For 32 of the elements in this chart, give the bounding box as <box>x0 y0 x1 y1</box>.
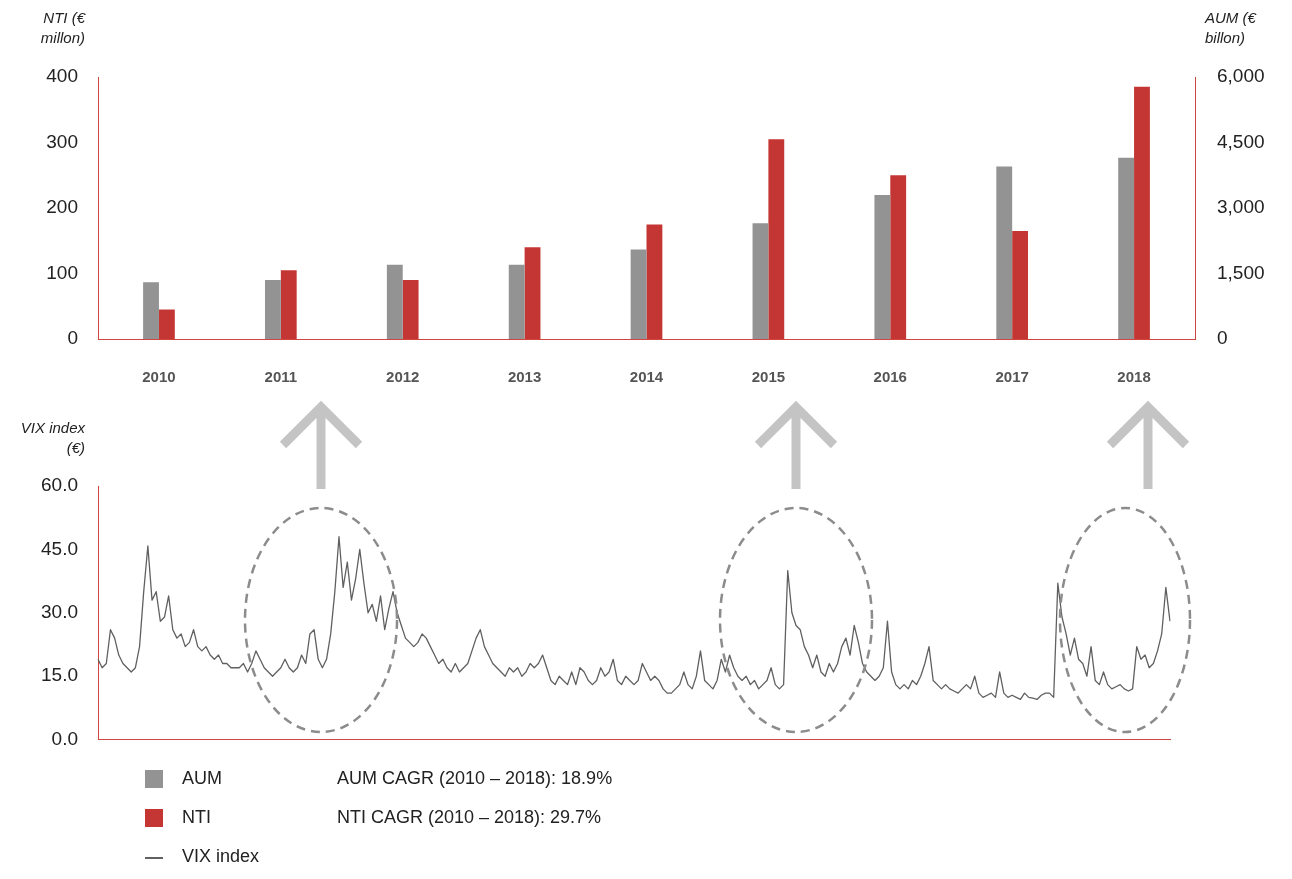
y-tick-label: 60.0 <box>41 474 78 496</box>
x-tick-label: 2011 <box>264 368 298 386</box>
y2-tick-label: 4,500 <box>1217 130 1265 152</box>
y2-tick-label: 1,500 <box>1217 261 1265 283</box>
x-tick-label: 2013 <box>507 368 542 386</box>
y-tick-label: 0.0 <box>51 727 78 749</box>
y-tick-label: 400 <box>46 65 78 87</box>
y-tick-label: 45.0 <box>41 537 78 559</box>
x-tick-label: 2014 <box>629 368 664 386</box>
x-tick-label: 2016 <box>873 368 907 386</box>
x-tick-label: 2018 <box>1117 368 1151 386</box>
x-tick-label: 2010 <box>142 368 176 386</box>
text: NTI CAGR (2010 – 2018): 29.7% <box>337 807 602 828</box>
y-tick-label: 30.0 <box>41 601 78 623</box>
y2-axis-title: AUM (€ billon) <box>1205 8 1258 48</box>
x-tick-label: 2015 <box>751 368 786 386</box>
y-tick-label: 200 <box>46 196 78 218</box>
y2-tick-label: 3,000 <box>1217 196 1265 218</box>
x-tick-label: 2012 <box>386 368 420 386</box>
y-tick-label: 15.0 <box>41 664 78 686</box>
y2-tick-label: 0 <box>1217 327 1228 349</box>
legend-label: AUM <box>182 768 222 789</box>
legend-label: VIX index <box>182 846 260 867</box>
legend-label: NTI <box>182 807 211 828</box>
text: AUM CAGR (2010 – 2018): 18.9% <box>337 768 613 789</box>
y-tick-label: 100 <box>46 261 78 283</box>
x-tick-label: 2017 <box>995 368 1029 386</box>
y-tick-label: 0 <box>67 327 78 349</box>
y-tick-label: 300 <box>46 130 78 152</box>
y-axis-title: VIX index (€) <box>19 418 85 458</box>
y-axis-title: NTI (€ millon) <box>39 8 85 48</box>
y2-tick-label: 6,000 <box>1217 65 1265 87</box>
